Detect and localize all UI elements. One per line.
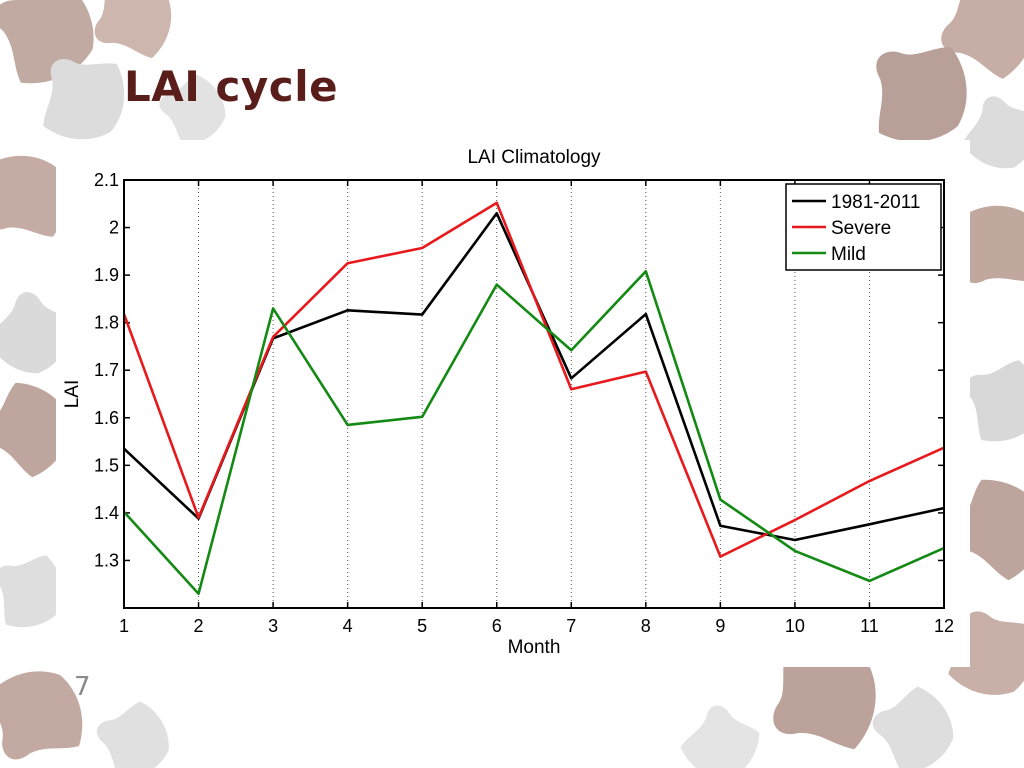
x-tick-label: 2 <box>194 616 204 636</box>
x-tick-label: 9 <box>715 616 725 636</box>
page-number: 7 <box>74 672 91 702</box>
y-tick-label: 1.4 <box>94 503 119 523</box>
legend-label: 1981-2011 <box>831 192 920 213</box>
x-tick-label: 6 <box>492 616 502 636</box>
x-tick-label: 1 <box>119 616 129 636</box>
axis-ticks: 1 2 3 4 5 6 7 8 9 10 11 121.31.41.51.61.71.81.922.1 <box>94 170 954 636</box>
x-tick-label: 7 <box>566 616 576 636</box>
y-tick-label: 2.1 <box>94 170 119 190</box>
x-tick-label: 11 <box>860 616 879 636</box>
y-tick-label: 1.3 <box>94 550 119 570</box>
legend-label: Severe <box>831 218 891 239</box>
x-tick-label: 5 <box>417 616 427 636</box>
x-tick-label: 12 <box>934 616 954 636</box>
x-axis-label: Month <box>508 637 561 658</box>
x-tick-label: 3 <box>268 616 278 636</box>
y-tick-label: 1.7 <box>94 360 119 380</box>
legend: 1981-2011 Severe Mild <box>785 183 942 271</box>
x-tick-label: 8 <box>641 616 651 636</box>
slide-title: LAI cycle <box>124 62 339 111</box>
x-tick-label: 10 <box>785 616 805 636</box>
legend-label: Mild <box>831 244 866 265</box>
series-line-mild <box>123 270 945 596</box>
plot-frame <box>123 179 945 609</box>
series-lines <box>122 201 945 596</box>
y-tick-label: 1.8 <box>94 313 119 333</box>
x-tick-label: 4 <box>343 616 353 636</box>
y-axis-label: LAI <box>62 380 83 409</box>
y-tick-label: 1.9 <box>94 265 119 285</box>
y-tick-label: 1.5 <box>94 455 119 475</box>
chart-title: LAI Climatology <box>467 147 601 168</box>
chart-panel: LAI Climatology Month LAI 1 2 3 4 5 6 7 8 9 10 11 1… <box>56 140 970 667</box>
series-line-severe <box>122 201 945 558</box>
y-tick-label: 2 <box>109 218 119 238</box>
lai-climatology-chart: LAI Climatology Month LAI 1 2 3 4 5 6 7 8 9 10 11 1… <box>62 147 954 658</box>
grid-lines <box>198 180 870 608</box>
y-tick-label: 1.6 <box>94 408 119 428</box>
